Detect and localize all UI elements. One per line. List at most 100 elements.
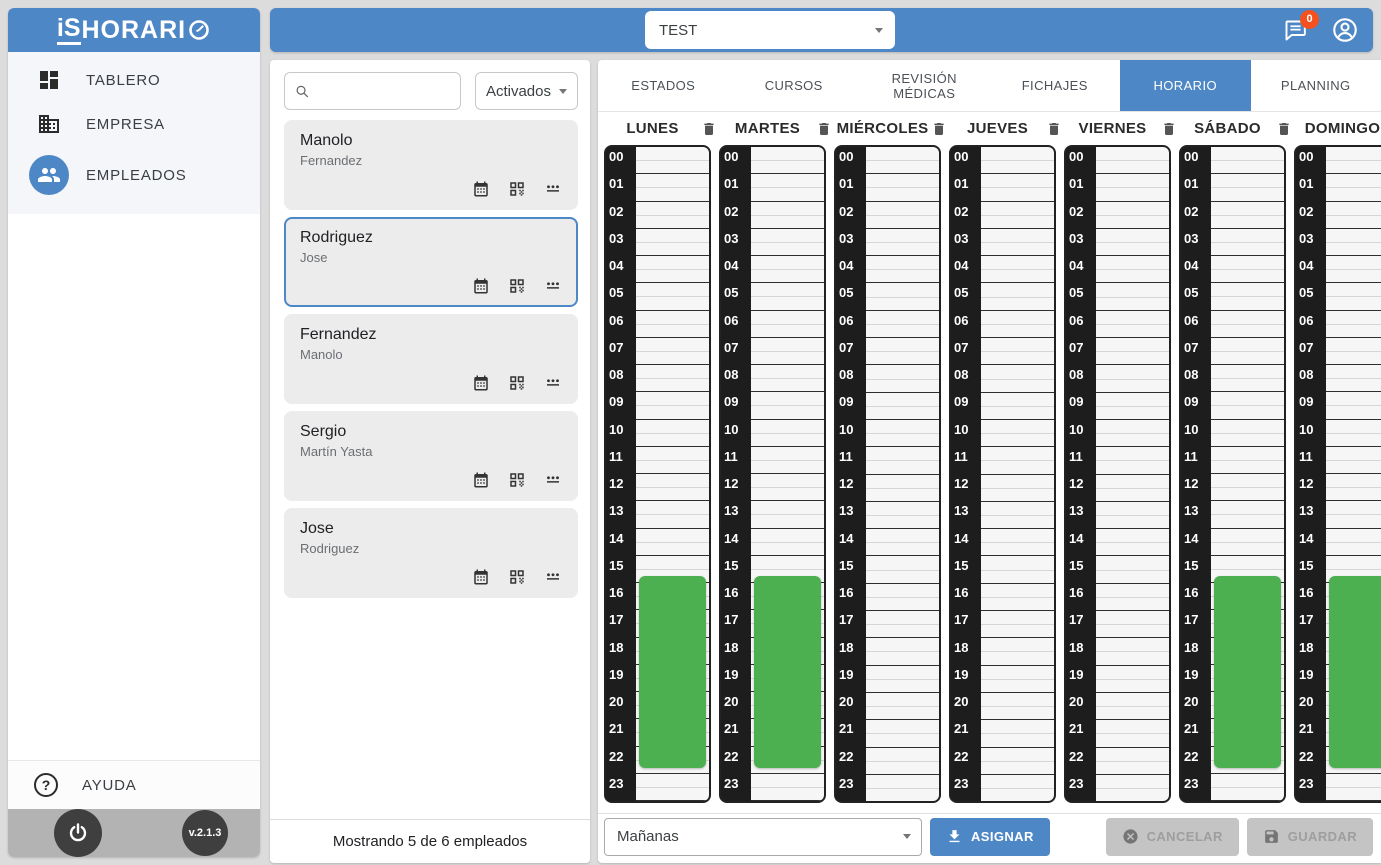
hour-cell[interactable] bbox=[866, 147, 939, 175]
hour-cell[interactable] bbox=[981, 365, 1054, 393]
hour-cell[interactable] bbox=[751, 392, 824, 420]
hour-cell[interactable] bbox=[636, 774, 709, 801]
hour-cell[interactable] bbox=[636, 174, 709, 202]
hour-cell[interactable] bbox=[751, 529, 824, 556]
hour-cells[interactable] bbox=[751, 147, 824, 801]
hour-cell[interactable] bbox=[981, 611, 1054, 639]
hour-cell[interactable] bbox=[1096, 584, 1169, 612]
hour-cell[interactable] bbox=[1326, 447, 1381, 474]
dots-menu-icon[interactable] bbox=[544, 568, 562, 586]
hour-cell[interactable] bbox=[866, 174, 939, 202]
shift-block[interactable] bbox=[1329, 576, 1381, 769]
hour-cell[interactable] bbox=[636, 256, 709, 284]
hour-cell[interactable] bbox=[1096, 638, 1169, 666]
hour-cells[interactable] bbox=[1096, 147, 1169, 801]
hour-cell[interactable] bbox=[866, 720, 939, 748]
hour-cell[interactable] bbox=[751, 365, 824, 393]
hour-cell[interactable] bbox=[981, 693, 1054, 721]
hour-cell[interactable] bbox=[866, 748, 939, 775]
dots-menu-icon[interactable] bbox=[544, 277, 562, 295]
sidebar-item-empresa[interactable]: EMPRESA bbox=[8, 102, 260, 146]
search-field[interactable] bbox=[317, 83, 450, 99]
trash-icon[interactable] bbox=[1276, 120, 1292, 138]
hour-cell[interactable] bbox=[751, 501, 824, 529]
employee-card[interactable]: Fernandez Manolo bbox=[284, 314, 578, 404]
assign-button[interactable]: ASIGNAR bbox=[930, 817, 1050, 856]
shift-select[interactable]: Mañanas bbox=[604, 817, 922, 856]
hour-cell[interactable] bbox=[636, 202, 709, 229]
hour-cell[interactable] bbox=[1096, 229, 1169, 257]
hour-cell[interactable] bbox=[981, 556, 1054, 584]
employee-card[interactable]: Rodriguez Jose bbox=[284, 217, 578, 307]
hour-cell[interactable] bbox=[1326, 147, 1381, 175]
hour-cell[interactable] bbox=[1211, 365, 1284, 393]
hour-cell[interactable] bbox=[1211, 174, 1284, 202]
hour-cell[interactable] bbox=[1211, 147, 1284, 175]
hour-cell[interactable] bbox=[751, 774, 824, 801]
tab-horario[interactable]: HORARIO bbox=[1120, 60, 1251, 111]
employee-card[interactable]: Manolo Fernandez bbox=[284, 120, 578, 210]
filter-dropdown[interactable]: Activados bbox=[474, 72, 578, 110]
hour-cell[interactable] bbox=[866, 475, 939, 502]
tab-estados[interactable]: ESTADOS bbox=[598, 60, 729, 111]
hour-cell[interactable] bbox=[1096, 611, 1169, 639]
hour-cells[interactable] bbox=[866, 147, 939, 801]
hour-cell[interactable] bbox=[1096, 393, 1169, 420]
hour-cell[interactable] bbox=[981, 174, 1054, 202]
hour-cell[interactable] bbox=[1096, 693, 1169, 721]
calendar-icon[interactable] bbox=[472, 568, 490, 586]
hour-cell[interactable] bbox=[981, 311, 1054, 339]
hour-cell[interactable] bbox=[636, 147, 709, 175]
calendar-icon[interactable] bbox=[472, 180, 490, 198]
hour-cell[interactable] bbox=[636, 338, 709, 365]
hour-cell[interactable] bbox=[981, 147, 1054, 175]
hour-cell[interactable] bbox=[636, 311, 709, 338]
hour-cell[interactable] bbox=[981, 775, 1054, 801]
hour-cell[interactable] bbox=[981, 256, 1054, 284]
calendar-icon[interactable] bbox=[472, 374, 490, 392]
hour-cell[interactable] bbox=[981, 393, 1054, 420]
hour-cell[interactable] bbox=[1326, 365, 1381, 393]
hour-cell[interactable] bbox=[751, 147, 824, 175]
hour-cell[interactable] bbox=[866, 529, 939, 557]
calendar-icon[interactable] bbox=[472, 471, 490, 489]
hour-cells[interactable] bbox=[1211, 147, 1284, 801]
hour-cell[interactable] bbox=[1096, 256, 1169, 284]
hour-cell[interactable] bbox=[866, 447, 939, 475]
hour-cell[interactable] bbox=[866, 283, 939, 311]
hour-cell[interactable] bbox=[751, 256, 824, 284]
hour-cell[interactable] bbox=[1326, 420, 1381, 447]
hour-cell[interactable] bbox=[1211, 229, 1284, 256]
hour-cell[interactable] bbox=[1211, 256, 1284, 284]
hour-cell[interactable] bbox=[866, 638, 939, 666]
hour-cell[interactable] bbox=[866, 611, 939, 639]
sidebar-item-tablero[interactable]: TABLERO bbox=[8, 58, 260, 102]
calendar-icon[interactable] bbox=[472, 277, 490, 295]
account-button[interactable] bbox=[1331, 16, 1359, 44]
hour-cells[interactable] bbox=[981, 147, 1054, 801]
hour-cell[interactable] bbox=[866, 229, 939, 257]
sidebar-item-empleados[interactable]: EMPLEADOS bbox=[8, 146, 260, 204]
hour-cell[interactable] bbox=[751, 447, 824, 474]
hour-cell[interactable] bbox=[1326, 202, 1381, 229]
trash-icon[interactable] bbox=[701, 120, 717, 138]
hour-cell[interactable] bbox=[866, 502, 939, 530]
hour-cell[interactable] bbox=[1211, 529, 1284, 556]
dots-menu-icon[interactable] bbox=[544, 471, 562, 489]
hour-cell[interactable] bbox=[636, 420, 709, 447]
hour-cell[interactable] bbox=[1096, 147, 1169, 175]
hour-cell[interactable] bbox=[981, 584, 1054, 612]
hour-cell[interactable] bbox=[1096, 365, 1169, 393]
hour-cell[interactable] bbox=[636, 529, 709, 556]
hour-cell[interactable] bbox=[1326, 392, 1381, 420]
hour-cell[interactable] bbox=[1211, 501, 1284, 529]
hour-cell[interactable] bbox=[981, 229, 1054, 257]
save-button[interactable]: GUARDAR bbox=[1246, 817, 1373, 856]
hour-cell[interactable] bbox=[1096, 720, 1169, 748]
hour-cell[interactable] bbox=[1211, 447, 1284, 474]
hour-cell[interactable] bbox=[751, 338, 824, 365]
hour-cell[interactable] bbox=[1326, 311, 1381, 338]
hour-cells[interactable] bbox=[1326, 147, 1381, 801]
qr-code-icon[interactable] bbox=[508, 180, 526, 198]
hour-cell[interactable] bbox=[866, 775, 939, 801]
